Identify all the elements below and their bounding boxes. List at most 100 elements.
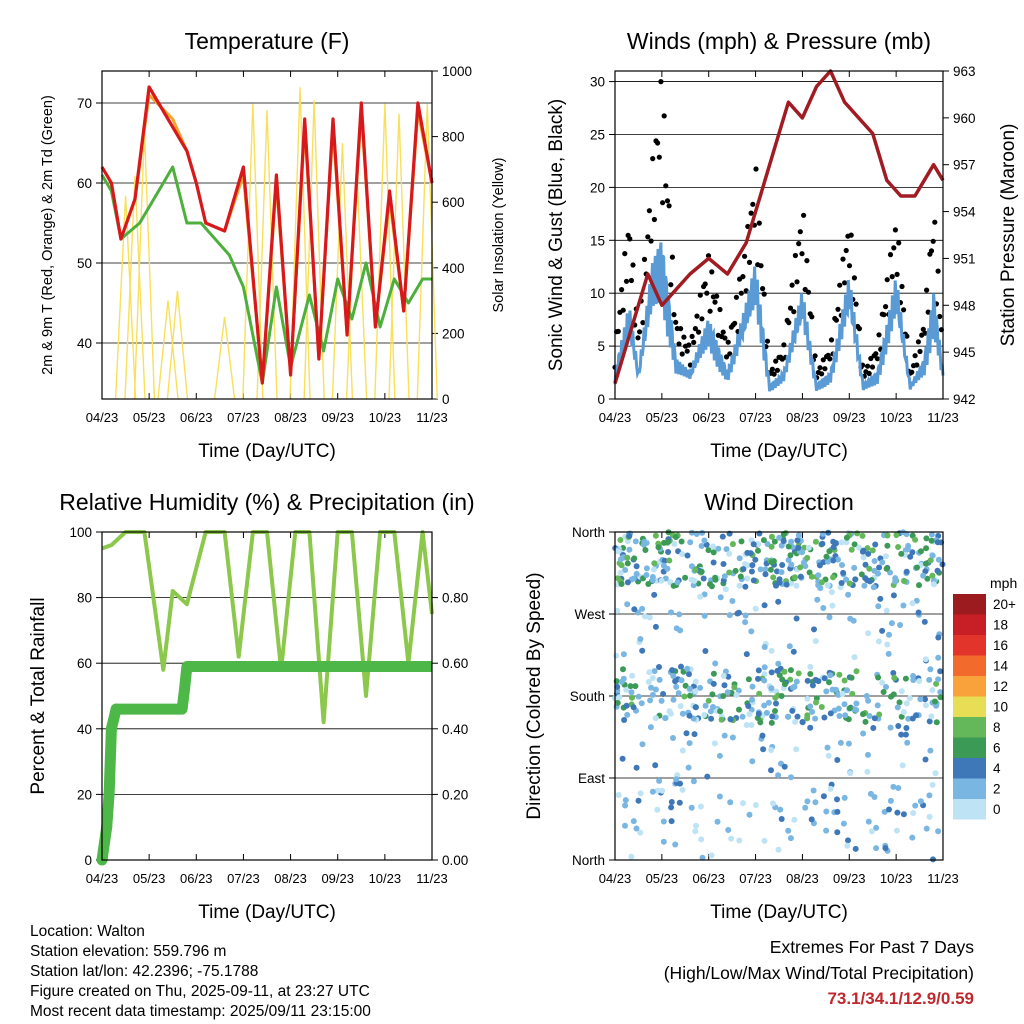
direction-point bbox=[785, 713, 791, 720]
direction-point bbox=[710, 543, 717, 550]
x-tick-label: 09/23 bbox=[321, 410, 354, 425]
direction-point bbox=[856, 544, 863, 551]
direction-point bbox=[781, 763, 788, 770]
gust-point bbox=[661, 113, 667, 119]
direction-point bbox=[750, 577, 757, 584]
direction-point bbox=[738, 538, 745, 545]
direction-point bbox=[845, 837, 851, 844]
direction-point bbox=[922, 656, 929, 663]
gust-point bbox=[904, 333, 910, 339]
direction-point bbox=[637, 829, 644, 836]
direction-point bbox=[747, 550, 754, 557]
gust-point bbox=[645, 234, 651, 240]
direction-point bbox=[834, 796, 840, 803]
direction-point bbox=[660, 838, 667, 845]
direction-point bbox=[654, 806, 661, 813]
gust-point bbox=[837, 282, 843, 288]
direction-point bbox=[916, 582, 922, 589]
x-tick-label: 04/23 bbox=[599, 410, 632, 425]
gust-point bbox=[930, 238, 936, 244]
direction-point bbox=[792, 718, 799, 725]
direction-point bbox=[835, 556, 841, 563]
direction-point bbox=[772, 708, 778, 714]
direction-point bbox=[626, 533, 633, 539]
x-axis-label: Time (Day/UTC) bbox=[710, 441, 848, 462]
direction-point bbox=[785, 557, 792, 563]
legend-label: 6 bbox=[993, 741, 1001, 756]
legend-swatch bbox=[953, 676, 986, 697]
direction-point bbox=[826, 614, 833, 621]
direction-point bbox=[870, 725, 877, 731]
gust-point bbox=[799, 251, 805, 257]
direction-point bbox=[710, 670, 717, 677]
direction-point bbox=[658, 577, 665, 584]
direction-point bbox=[745, 676, 752, 683]
gust-point bbox=[853, 301, 859, 307]
legend-swatch bbox=[953, 737, 986, 758]
y2-tick-label: 963 bbox=[953, 64, 976, 79]
legend-label: 12 bbox=[993, 679, 1008, 694]
gust-point bbox=[842, 280, 848, 286]
direction-point bbox=[743, 722, 750, 728]
direction-point bbox=[692, 567, 699, 573]
direction-point bbox=[768, 747, 775, 753]
direction-point bbox=[688, 804, 695, 811]
gust-point bbox=[896, 240, 902, 246]
chart-title: Winds (mph) & Pressure (mb) bbox=[627, 28, 931, 54]
direction-point bbox=[786, 643, 793, 650]
direction-point bbox=[778, 816, 785, 822]
direction-point bbox=[832, 686, 839, 693]
temp9m-line bbox=[100, 93, 434, 385]
direction-point bbox=[617, 537, 624, 543]
gust-point bbox=[909, 369, 915, 375]
direction-point bbox=[824, 582, 831, 589]
direction-point bbox=[812, 799, 819, 806]
direction-point bbox=[934, 539, 941, 546]
direction-point bbox=[677, 780, 683, 787]
direction-point bbox=[686, 685, 693, 692]
direction-point bbox=[668, 804, 675, 811]
direction-point bbox=[761, 702, 768, 709]
direction-point bbox=[676, 799, 683, 806]
direction-point bbox=[649, 574, 656, 580]
direction-point bbox=[745, 703, 752, 709]
direction-point bbox=[755, 667, 762, 674]
direction-point bbox=[739, 713, 746, 720]
direction-point bbox=[839, 690, 846, 697]
direction-point bbox=[701, 537, 708, 544]
direction-point bbox=[707, 581, 713, 588]
direction-point bbox=[630, 704, 637, 711]
direction-point bbox=[756, 690, 763, 697]
direction-point bbox=[807, 703, 814, 710]
direction-point bbox=[920, 572, 927, 579]
direction-point bbox=[910, 673, 917, 679]
direction-point bbox=[701, 591, 708, 598]
direction-point bbox=[846, 580, 853, 587]
direction-point bbox=[917, 798, 924, 805]
legend-swatch bbox=[953, 614, 986, 635]
direction-point bbox=[825, 752, 832, 759]
gust-point bbox=[702, 281, 708, 287]
direction-point bbox=[761, 644, 768, 650]
gust-point bbox=[848, 232, 854, 238]
y-tick-label: East bbox=[578, 771, 605, 786]
gust-point bbox=[846, 263, 853, 269]
direction-point bbox=[639, 647, 646, 654]
direction-point bbox=[865, 751, 871, 758]
station-location: Location: Walton bbox=[30, 923, 145, 940]
direction-point bbox=[841, 794, 848, 801]
direction-point bbox=[652, 686, 659, 693]
direction-point bbox=[763, 709, 770, 716]
x-tick-label: 11/23 bbox=[927, 410, 959, 425]
legend-label: 16 bbox=[993, 638, 1008, 653]
gust-point bbox=[789, 282, 795, 288]
direction-point bbox=[768, 719, 775, 726]
direction-point bbox=[742, 561, 749, 568]
direction-point bbox=[671, 541, 678, 547]
x-tick-label: 04/23 bbox=[86, 871, 119, 886]
legend-title: mph bbox=[990, 575, 1017, 591]
gust-point bbox=[660, 200, 666, 206]
direction-point bbox=[632, 683, 639, 690]
direction-point bbox=[761, 677, 768, 684]
direction-point bbox=[835, 691, 842, 698]
